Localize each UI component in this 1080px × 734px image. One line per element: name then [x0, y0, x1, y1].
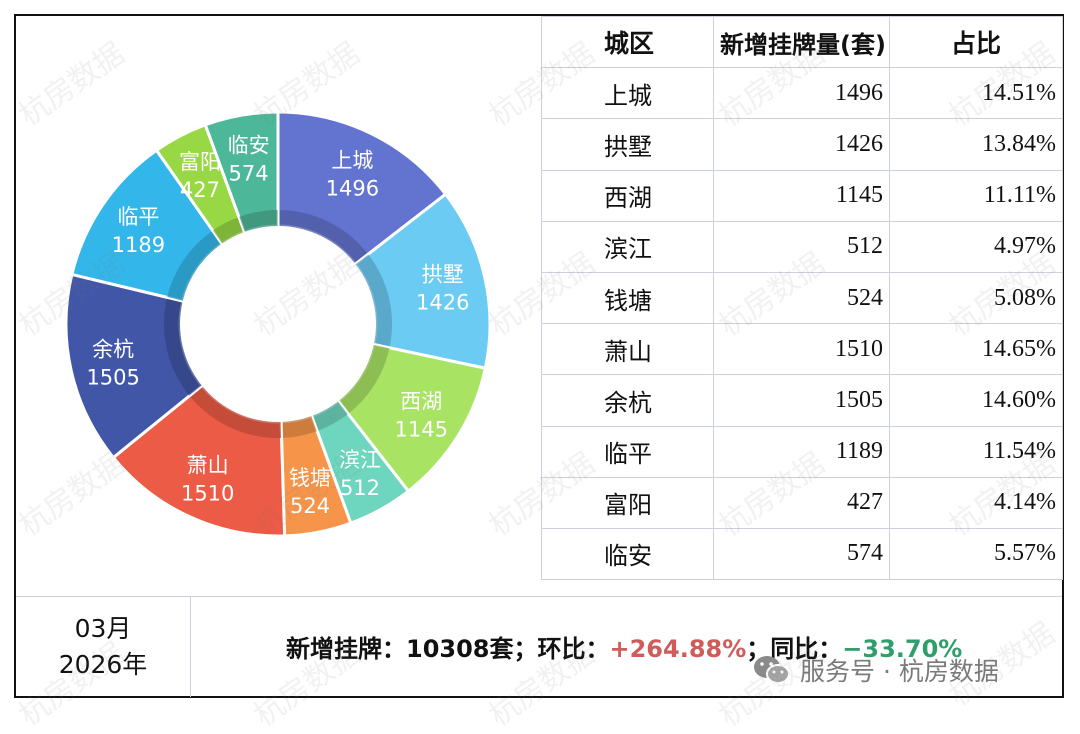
donut-slice-inner-shade — [338, 344, 390, 414]
district-cell: 临安 — [541, 527, 714, 581]
district-cell: 富阳 — [541, 476, 714, 529]
table-row: 西湖 1145 11.11% — [541, 169, 1063, 222]
donut-slice-inner-shade — [167, 230, 222, 301]
header-share: 占比 — [889, 15, 1063, 69]
slice-value-label: 512 — [340, 476, 380, 500]
header-district: 城区 — [541, 15, 714, 69]
table-row: 富阳 427 4.14% — [541, 476, 1063, 529]
slice-value-label: 1505 — [86, 365, 139, 389]
share-cell: 11.54% — [889, 425, 1063, 478]
period-year: 2026年 — [58, 650, 148, 679]
count-cell: 1505 — [713, 374, 890, 427]
donut-slice-inner-shade — [164, 297, 202, 396]
brand-text: 服务号 · 杭房数据 — [800, 657, 999, 686]
district-cell: 余杭 — [541, 374, 714, 427]
share-cell: 14.60% — [889, 374, 1063, 427]
table-row: 余杭 1505 14.60% — [541, 374, 1063, 427]
summary-separator: ； — [513, 635, 538, 663]
wechat-icon — [752, 654, 792, 686]
summary-mom-label: 环比： — [537, 635, 610, 663]
count-cell: 1145 — [713, 169, 890, 222]
count-cell: 1189 — [713, 425, 890, 478]
count-cell: 1426 — [713, 118, 890, 171]
slice-name-label: 钱塘 — [289, 466, 331, 490]
share-cell: 4.97% — [889, 220, 1063, 273]
donut-slice-inner-shade — [213, 217, 245, 244]
slice-name-label: 富阳 — [179, 150, 221, 174]
donut-slice-inner-shade — [355, 254, 393, 348]
summary-total: 10308套 — [406, 635, 514, 663]
district-cell: 拱墅 — [541, 118, 714, 171]
share-cell: 4.14% — [889, 476, 1063, 529]
district-table: 城区 新增挂牌量(套) 占比 上城 1496 14.51% 拱墅 1426 13.84%… — [541, 15, 1063, 581]
count-cell: 1496 — [713, 67, 890, 120]
count-cell: 524 — [713, 271, 890, 325]
slice-value-label: 1510 — [181, 482, 234, 506]
slice-name-label: 滨江 — [339, 448, 381, 472]
table-row: 临安 574 5.57% — [541, 527, 1063, 581]
share-cell: 14.65% — [889, 323, 1063, 376]
table-row: 钱塘 524 5.08% — [541, 271, 1063, 325]
table-row: 萧山 1510 14.65% — [541, 323, 1063, 376]
summary-line: 新增挂牌：10308套；环比：+264.88%；同比：−33.70% — [286, 629, 962, 664]
district-cell: 萧山 — [541, 323, 714, 376]
slice-name-label: 萧山 — [187, 454, 229, 478]
count-cell: 1510 — [713, 323, 890, 376]
count-cell: 427 — [713, 476, 890, 529]
brand-badge: 服务号 · 杭房数据 — [752, 652, 999, 688]
donut-chart: 上城 1496 拱墅 1426 西湖 1145 滨江 512 钱塘 524 萧山 1510 余杭 1505… — [64, 110, 492, 538]
slice-value-label: 524 — [290, 494, 330, 518]
slice-value-label: 1426 — [416, 290, 469, 314]
summary-yoy-label: 同比： — [770, 635, 843, 663]
slice-value-label: 1496 — [326, 176, 379, 200]
slice-value-label: 1145 — [395, 418, 448, 442]
summary-panel: 03月 2026年 新增挂牌：10308套；环比：+264.88%；同比：−33… — [16, 596, 1062, 697]
table-header-row: 城区 新增挂牌量(套) 占比 — [541, 15, 1063, 69]
table-row: 临平 1189 11.54% — [541, 425, 1063, 478]
summary-new-label: 新增挂牌： — [286, 635, 406, 663]
donut-chart-panel: 上城 1496 拱墅 1426 西湖 1145 滨江 512 钱塘 524 萧山 1510 余杭 1505… — [16, 16, 540, 594]
slice-name-label: 临平 — [117, 205, 159, 229]
summary-yoy-value: −33.70% — [842, 635, 963, 663]
district-cell: 上城 — [541, 67, 714, 120]
slice-name-label: 临安 — [228, 134, 270, 158]
donut-slice-inner-shade — [239, 210, 278, 232]
share-cell: 5.57% — [889, 527, 1063, 581]
count-cell: 512 — [713, 220, 890, 273]
period-box: 03月 2026年 — [16, 597, 191, 697]
share-cell: 14.51% — [889, 67, 1063, 120]
period-month: 03月 — [74, 614, 132, 643]
count-cell: 574 — [713, 527, 890, 581]
donut-slice-inner-shade — [189, 386, 282, 438]
header-new-listings: 新增挂牌量(套) — [713, 15, 890, 69]
donut-slice-inner-shade — [278, 210, 368, 264]
district-cell: 西湖 — [541, 169, 714, 222]
share-cell: 5.08% — [889, 271, 1063, 325]
slice-name-label: 余杭 — [92, 337, 134, 361]
district-cell: 钱塘 — [541, 271, 714, 325]
share-cell: 11.11% — [889, 169, 1063, 222]
table-row: 拱墅 1426 13.84% — [541, 118, 1063, 171]
district-cell: 滨江 — [541, 220, 714, 273]
donut-slice-inner-shade — [281, 416, 317, 438]
share-cell: 13.84% — [889, 118, 1063, 171]
donut-slice-inner-shade — [312, 401, 348, 431]
table-row: 滨江 512 4.97% — [541, 220, 1063, 273]
slice-value-label: 1189 — [112, 233, 165, 257]
slice-value-label: 427 — [180, 178, 220, 202]
slice-name-label: 上城 — [331, 148, 373, 172]
district-table-panel: 城区 新增挂牌量(套) 占比 上城 1496 14.51% 拱墅 1426 13.84%… — [541, 15, 1063, 596]
slice-value-label: 574 — [229, 162, 269, 186]
district-cell: 临平 — [541, 425, 714, 478]
summary-mom-value: +264.88% — [609, 635, 747, 663]
slice-name-label: 拱墅 — [422, 262, 464, 286]
slice-name-label: 西湖 — [400, 390, 442, 414]
table-row: 上城 1496 14.51% — [541, 67, 1063, 120]
